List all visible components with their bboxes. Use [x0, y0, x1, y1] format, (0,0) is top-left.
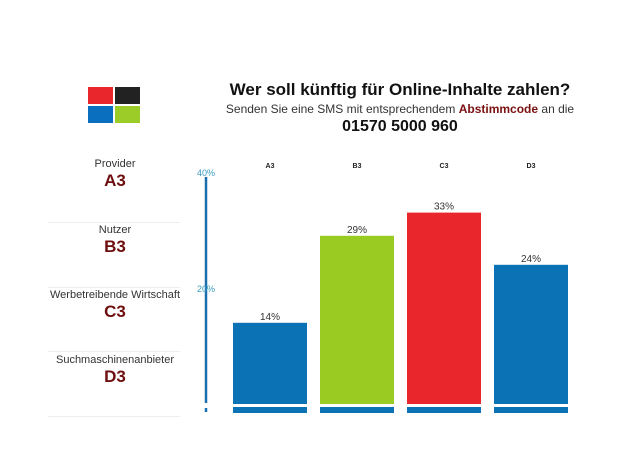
option-name: Suchmaschinenanbieter [55, 354, 175, 366]
option-code: C3 [104, 302, 126, 321]
value-label: 14% [260, 312, 280, 323]
bar-D3 [494, 264, 568, 404]
bar-A3 [233, 322, 307, 404]
bar-B3 [320, 235, 394, 404]
option-name: Werbetreibende Wirtschaft [49, 289, 181, 301]
divider [48, 222, 180, 223]
logo-red-tile [88, 87, 113, 104]
subtitle-text: Senden Sie eine SMS mit entsprechendem [225, 102, 459, 116]
option-code: D3 [104, 367, 126, 386]
option-d3: Suchmaschinenanbieter D3 [40, 354, 190, 387]
subtitle-text-end: an die [538, 102, 575, 116]
option-b3: Nutzer B3 [40, 224, 190, 257]
logo-black-tile [115, 87, 140, 104]
option-a3: Provider A3 [40, 158, 190, 191]
bar-base-strip [233, 407, 307, 413]
category-label: B3 [353, 163, 362, 170]
category-label: C3 [440, 163, 449, 170]
divider [48, 416, 180, 417]
bar-C3 [407, 212, 481, 404]
bar-base-strip [320, 407, 394, 413]
option-code: B3 [104, 237, 126, 256]
logo [88, 87, 140, 123]
value-label: 29% [347, 225, 367, 236]
category-label: A3 [266, 163, 275, 170]
value-label: 24% [521, 254, 541, 265]
option-name: Provider [94, 158, 136, 170]
subtitle-highlight: Abstimmcode [458, 102, 539, 116]
category-label: D3 [527, 163, 536, 170]
value-label: 33% [434, 202, 454, 213]
page-title: Wer soll künftig für Online-Inhalte zahl… [229, 80, 571, 99]
divider [48, 287, 180, 288]
bar-base-strip [494, 407, 568, 413]
option-code: A3 [104, 171, 126, 190]
bar-base-strip [407, 407, 481, 413]
divider [48, 351, 180, 352]
logo-blue-tile [88, 106, 113, 123]
phone-number: 01570 5000 960 [342, 118, 458, 135]
logo-green-tile [115, 106, 140, 123]
option-c3: Werbetreibende Wirtschaft C3 [40, 289, 190, 322]
option-name: Nutzer [98, 224, 132, 236]
y-tick-label: 40% [197, 168, 215, 178]
subtitle: Senden Sie eine SMS mit entsprechendem A… [180, 102, 620, 116]
y-tick-label: 20% [197, 284, 215, 294]
